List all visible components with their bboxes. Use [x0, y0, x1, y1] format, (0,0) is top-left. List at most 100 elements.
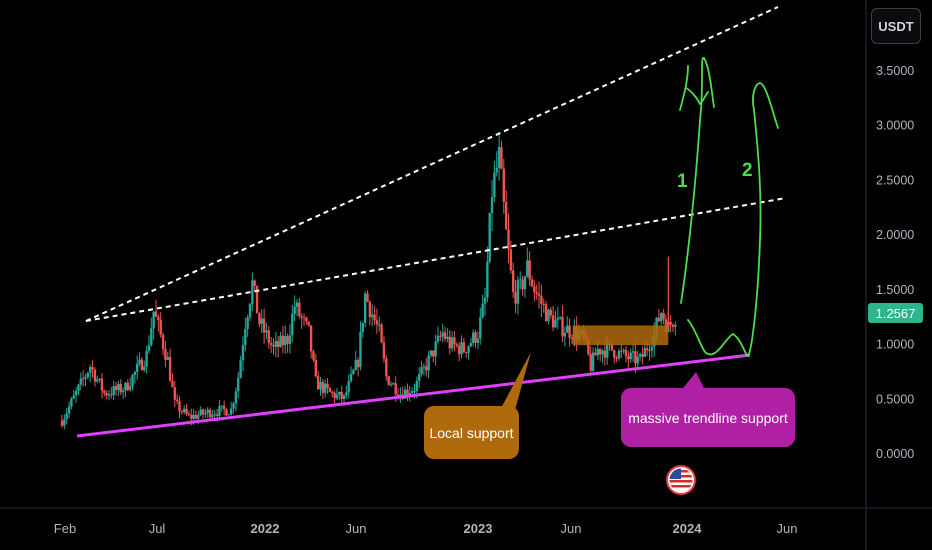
candle-body — [467, 346, 470, 353]
candle-body — [100, 378, 104, 391]
candle-body — [662, 313, 665, 320]
candle-body — [246, 317, 249, 330]
candle-body — [258, 313, 261, 324]
candle-body — [519, 279, 522, 281]
candle-body — [439, 335, 442, 337]
time-tick-label: 2023 — [464, 521, 493, 536]
candle-body — [530, 279, 534, 287]
candle-body — [457, 345, 461, 355]
candle-body — [345, 392, 348, 396]
candle-body — [117, 383, 120, 391]
candle-body — [178, 401, 181, 412]
candle-body — [192, 414, 195, 419]
candle-body — [427, 355, 430, 371]
candle-body — [133, 371, 137, 375]
candle-body — [420, 367, 423, 375]
candle-body — [587, 339, 590, 355]
candle-body — [373, 314, 376, 321]
candle-body — [183, 408, 186, 412]
candle-body — [589, 354, 592, 371]
candle-body — [483, 297, 487, 304]
candle-body — [512, 270, 515, 292]
time-tick-label: 2022 — [251, 521, 280, 536]
candle-body — [443, 332, 447, 339]
candle-body — [408, 392, 411, 395]
upper-channel-line[interactable] — [85, 6, 779, 322]
candle-body — [230, 408, 233, 415]
candle-body — [533, 286, 536, 293]
candle-body — [220, 405, 223, 407]
candle-body — [316, 376, 320, 390]
currency-button[interactable]: USDT — [871, 8, 921, 44]
candle-body — [636, 356, 639, 364]
wave-1-label: 1 — [677, 171, 688, 192]
candle-body — [425, 366, 428, 371]
candle-body — [479, 317, 482, 339]
candle-body — [143, 366, 146, 371]
candle-body — [638, 354, 642, 357]
time-tick-label: 2024 — [673, 521, 703, 536]
candle-body — [432, 350, 435, 357]
candle-body — [338, 391, 341, 395]
candle-body — [504, 201, 508, 230]
candle-body — [241, 345, 245, 361]
candle-body — [566, 325, 569, 333]
candle-body — [154, 311, 158, 317]
candle-body — [65, 413, 68, 420]
candle-body — [121, 390, 125, 393]
price-tick-label: 2.0000 — [876, 228, 914, 242]
candle-body — [396, 394, 400, 397]
candle-body — [213, 414, 216, 416]
candles-layer — [60, 131, 677, 430]
time-tick-label: Jun — [777, 521, 798, 536]
projection-path — [679, 65, 709, 111]
candle-body — [671, 324, 675, 327]
time-axis[interactable]: Feb Jul 2022 Jun 2023 Jun 2024 Jun — [0, 507, 932, 536]
candle-body — [173, 387, 176, 400]
candle-body — [190, 415, 193, 419]
candle-body — [375, 320, 379, 325]
candle-body — [547, 309, 550, 322]
candle-body — [347, 381, 350, 393]
candle-body — [164, 348, 167, 360]
candle-body — [67, 406, 71, 414]
candle-body — [591, 352, 595, 371]
trendline-line[interactable] — [76, 353, 751, 438]
candle-body — [455, 344, 458, 346]
price-tick-label: 3.0000 — [876, 119, 914, 133]
candle-body — [392, 383, 395, 385]
price-axis[interactable]: 3.5000 3.0000 2.5000 2.0000 1.5000 1.0000 0.50… — [865, 0, 914, 550]
candle-body — [399, 394, 402, 397]
candle-body — [537, 293, 541, 296]
candle-body — [284, 336, 287, 346]
candle-body — [335, 394, 339, 399]
wave-2-label: 2 — [742, 160, 753, 181]
candle-body — [70, 398, 73, 407]
candle-body — [469, 343, 473, 347]
time-tick-label: Jun — [346, 521, 367, 536]
candle-body — [272, 345, 275, 347]
mid-channel-line[interactable] — [85, 197, 787, 322]
candle-body — [603, 350, 607, 358]
candle-body — [180, 411, 184, 413]
projection-layer — [679, 57, 779, 358]
candle-body — [300, 316, 303, 318]
candle-body — [314, 359, 317, 377]
candle-body — [79, 378, 82, 385]
candle-body — [152, 311, 155, 329]
candle-body — [150, 328, 153, 346]
us-flag-icon[interactable] — [666, 465, 696, 495]
candle-body — [105, 393, 108, 396]
candle-body — [418, 374, 421, 381]
candle-body — [342, 395, 346, 400]
candle-body — [244, 329, 247, 346]
candle-body — [488, 213, 491, 262]
candle-body — [147, 345, 151, 352]
candle-body — [293, 306, 296, 314]
price-tick-label: 3.5000 — [876, 64, 914, 78]
candle-body — [624, 349, 628, 357]
candle-body — [486, 261, 489, 298]
candle-body — [331, 392, 334, 394]
candle-body — [356, 359, 360, 368]
